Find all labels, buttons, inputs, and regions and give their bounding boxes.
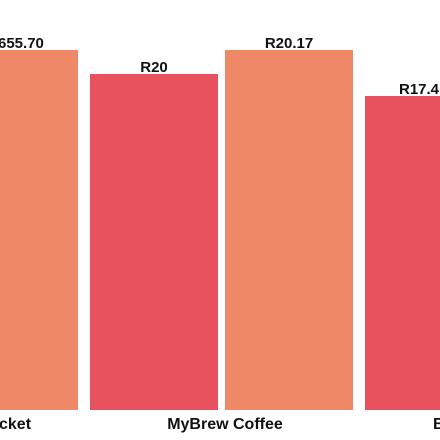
category-label: B xyxy=(433,416,440,433)
value-label: R20.17 xyxy=(265,35,313,52)
category-label: cket xyxy=(0,416,32,433)
bar xyxy=(225,50,353,410)
value-label: 655.70 xyxy=(0,35,44,52)
bar xyxy=(365,96,440,410)
value-label: R20 xyxy=(140,59,168,76)
bar xyxy=(90,74,218,410)
value-label: R17.4 xyxy=(399,81,440,98)
category-label: MyBrew Coffee xyxy=(167,416,283,433)
bar xyxy=(0,50,78,410)
